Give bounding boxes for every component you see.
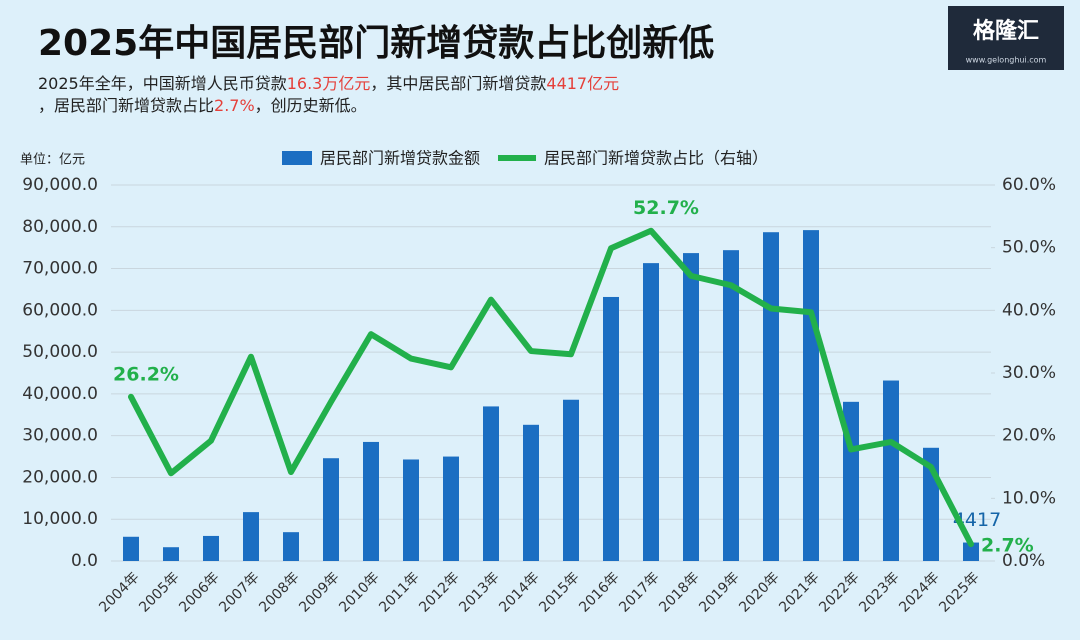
subtitle-part: ，居民部门新增贷款占比: [38, 96, 214, 115]
x-tick-label: 2016年: [576, 569, 622, 615]
x-tick-label: 2011年: [376, 569, 422, 615]
line: [128, 227, 974, 548]
x-tick-label: 2009年: [296, 569, 342, 615]
y-tick-label: 40,000.0: [22, 384, 98, 404]
x-tick-label: 2022年: [816, 569, 862, 615]
bar: [163, 547, 179, 561]
subtitle-part: 4417亿元: [546, 74, 619, 93]
bar: [963, 542, 979, 561]
line-value-label: 26.2%: [113, 363, 179, 385]
legend-label: 居民部门新增贷款金额: [320, 149, 480, 168]
y-tick-label: 60,000.0: [22, 300, 98, 320]
y-tick-label: 70,000.0: [22, 259, 98, 279]
bar: [723, 250, 739, 561]
subtitle-part: ，创历史新低。: [255, 96, 367, 115]
bar: [363, 441, 379, 561]
x-tick-label: 2023年: [856, 569, 902, 615]
chart-title: 2025年中国居民部门新增贷款占比创新低: [38, 23, 714, 64]
y-tick-label: 30,000.0: [22, 426, 98, 446]
subtitle: 2025年全年，中国新增人民币贷款16.3万亿元，其中居民部门新增贷款4417亿…: [38, 74, 619, 93]
bar: [883, 380, 899, 561]
subtitle-part: ，其中居民部门新增贷款: [370, 74, 546, 93]
x-tick-label: 2025年: [936, 569, 982, 615]
y2-tick-label: 40.0%: [1002, 300, 1056, 320]
y-tick-label: 80,000.0: [22, 217, 98, 237]
x-tick-label: 2024年: [896, 569, 942, 615]
x-tick-label: 2015年: [536, 569, 582, 615]
logo-box: [948, 6, 1064, 70]
bar: [123, 536, 139, 561]
y-tick-label: 90,000.0: [22, 175, 98, 195]
x-tick-label: 2013年: [456, 569, 502, 615]
bar: [403, 459, 419, 561]
logo-name: 格隆汇: [973, 18, 1039, 44]
y-unit: 单位：亿元: [20, 153, 85, 168]
bar: [283, 532, 299, 561]
subtitle-part: 2.7%: [214, 96, 255, 115]
bar: [443, 456, 459, 561]
x-tick-label: 2019年: [696, 569, 742, 615]
bar: [563, 399, 579, 561]
bar: [803, 230, 819, 561]
x-tick-label: 2014年: [496, 569, 542, 615]
line-value-label: 52.7%: [633, 197, 699, 219]
bar: [683, 253, 699, 561]
x-tick-label: 2020年: [736, 569, 782, 615]
legend-swatch: [282, 151, 312, 165]
y2-tick-label: 30.0%: [1002, 363, 1056, 383]
x-tick-label: 2007年: [216, 569, 262, 615]
x-tick-label: 2010年: [336, 569, 382, 615]
bar: [483, 406, 499, 561]
x-tick-label: 2017年: [616, 569, 662, 615]
bar: [643, 263, 659, 561]
x-tick-label: 2018年: [656, 569, 702, 615]
y-tick-label: 0.0: [71, 551, 98, 571]
y2-tick-label: 20.0%: [1002, 426, 1056, 446]
subtitle: ，居民部门新增贷款占比2.7%，创历史新低。: [38, 96, 367, 115]
logo-url: www.gelonghui.com: [966, 56, 1047, 65]
legend-label: 居民部门新增贷款占比（右轴）: [544, 149, 768, 168]
y-tick-label: 50,000.0: [22, 342, 98, 362]
subtitle-part: 2025年全年，中国新增人民币贷款: [38, 74, 287, 93]
y2-tick-label: 60.0%: [1002, 175, 1056, 195]
x-tick-label: 2008年: [256, 569, 302, 615]
bar: [203, 535, 219, 561]
y2-tick-label: 0.0%: [1002, 551, 1045, 571]
subtitle-part: 16.3万亿元: [287, 74, 371, 93]
x-tick-label: 2006年: [176, 569, 222, 615]
bar: [603, 296, 619, 561]
x-tick-label: 2021年: [776, 569, 822, 615]
x-tick-label: 2004年: [96, 569, 142, 615]
y2-tick-label: 50.0%: [1002, 238, 1056, 258]
y-tick-label: 10,000.0: [22, 509, 98, 529]
x-tick-label: 2012年: [416, 569, 462, 615]
y2-tick-label: 10.0%: [1002, 488, 1056, 508]
x-tick-label: 2005年: [136, 569, 182, 615]
y-tick-label: 20,000.0: [22, 467, 98, 487]
bar-value-label: 4417: [953, 509, 1001, 531]
bar: [323, 458, 339, 561]
bar: [243, 512, 259, 561]
line-value-label: 2.7%: [981, 535, 1034, 557]
bar: [763, 232, 779, 561]
bar: [523, 424, 539, 561]
